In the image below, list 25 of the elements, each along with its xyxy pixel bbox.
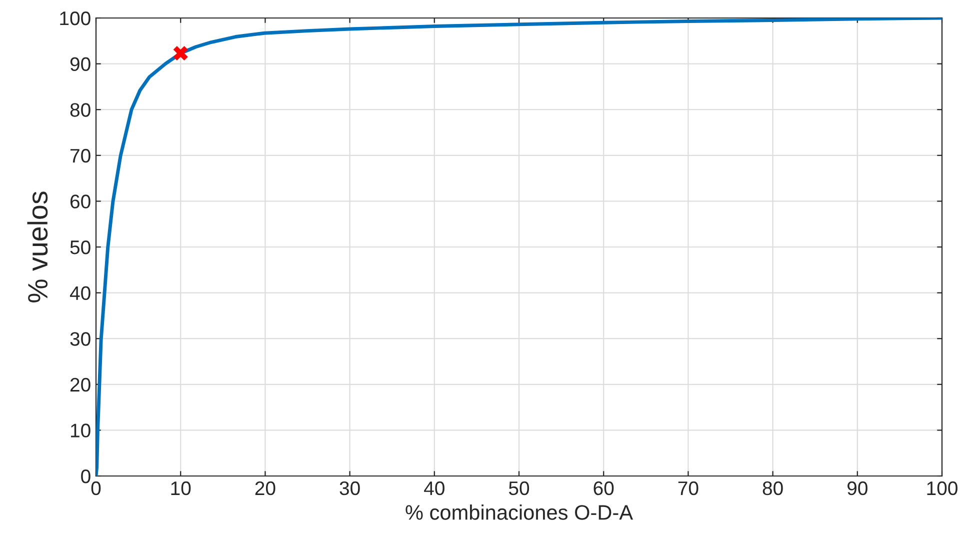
x-tick-label: 70 [678,481,698,496]
y-tick-label: 50 [70,240,90,254]
y-tick-label: 70 [70,148,90,163]
y-axis-title: % vuelos [27,192,48,302]
x-tick-label: 30 [340,481,360,496]
x-tick-label: 90 [848,481,868,496]
x-tick-label: 80 [762,481,783,496]
x-tick-label: 0 [91,481,101,496]
y-tick-label: 20 [70,378,90,392]
x-tick-label: 40 [424,481,444,496]
y-tick-label: 30 [70,332,90,346]
y-tick-label: 100 [60,11,90,26]
x-tick-label: 100 [927,481,958,496]
x-tick-label: 20 [255,481,276,496]
y-tick-label: 40 [70,286,90,300]
y-tick-label: 60 [70,194,90,208]
x-tick-label: 50 [508,481,530,496]
x-tick-label: 60 [594,481,614,496]
line-series [96,18,942,476]
y-tick-label: 10 [70,424,90,438]
x-tick-label: 10 [171,481,191,496]
y-tick-label: 80 [70,103,90,117]
y-tick-label: 90 [70,57,90,72]
x-axis-title: % combinaciones O-D-A [406,504,634,520]
y-tick-label: 0 [81,469,90,484]
